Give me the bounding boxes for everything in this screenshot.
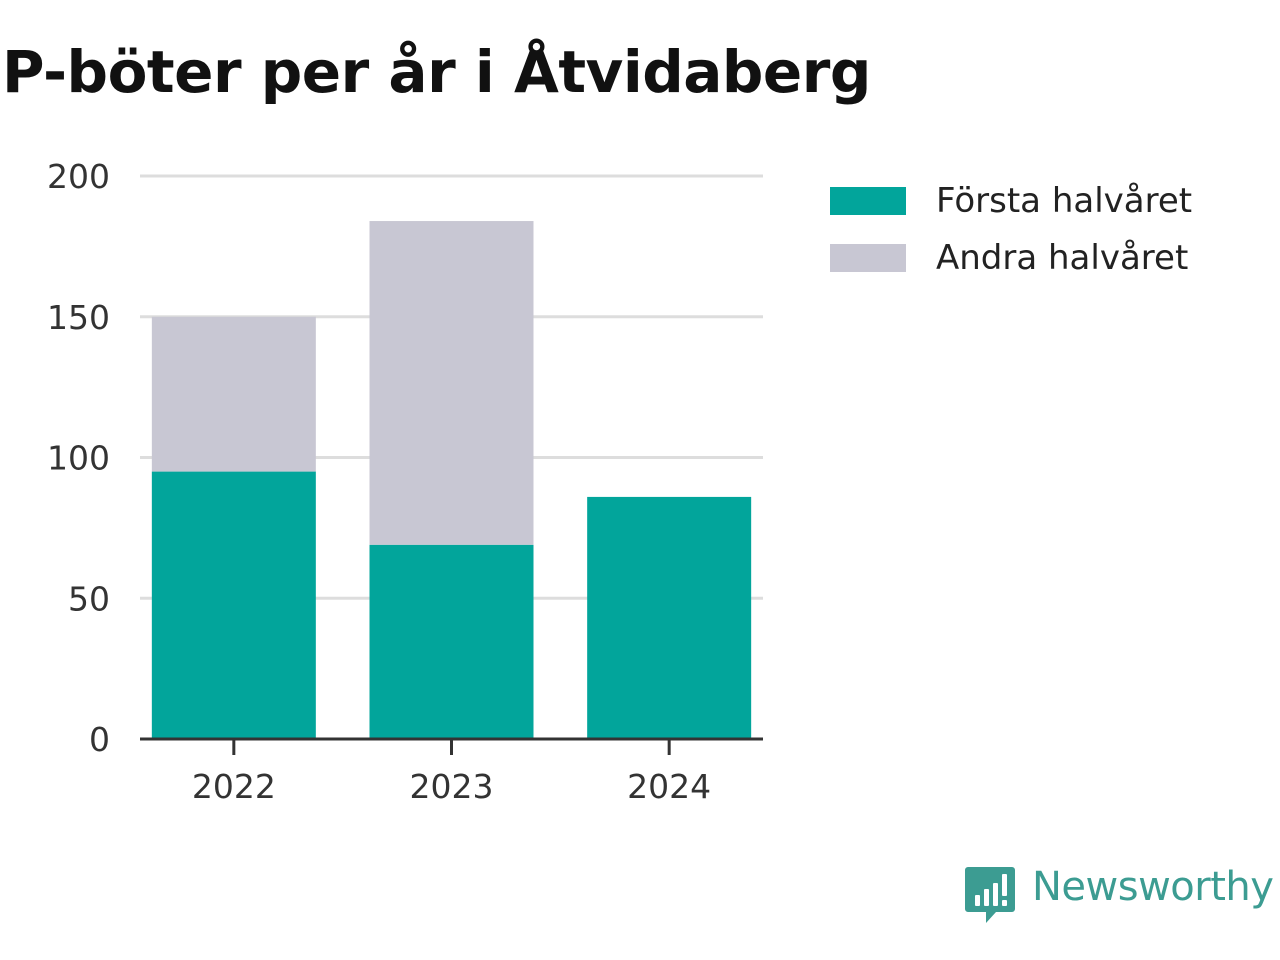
y-tick-label: 0	[89, 720, 110, 759]
newsworthy-logo-icon	[965, 867, 1015, 923]
x-tick-label: 2022	[192, 767, 276, 806]
y-tick-label: 200	[47, 157, 110, 196]
chart-title: P-böter per år i Åtvidaberg	[2, 38, 871, 106]
bar-2023-series-0	[369, 544, 534, 739]
y-tick-label: 150	[47, 298, 110, 337]
bar-2024-series-0	[587, 496, 752, 739]
legend-label: Andra halvåret	[936, 238, 1189, 278]
legend-swatch	[830, 244, 906, 272]
y-tick-label: 100	[47, 439, 110, 478]
brand-name: Newsworthy	[1032, 864, 1274, 910]
x-tick-label: 2023	[410, 767, 494, 806]
x-tick-label: 2024	[627, 767, 711, 806]
bar-2022-series-0	[151, 471, 316, 739]
y-tick-label: 50	[68, 579, 110, 618]
bar-2023-series-1	[369, 221, 534, 545]
bar-2022-series-1	[151, 316, 316, 472]
legend-swatch	[830, 187, 906, 215]
legend-label: Första halvåret	[936, 181, 1193, 221]
chart-plot: 0 50 100 150 200 2022 2023 2024	[47, 157, 763, 806]
